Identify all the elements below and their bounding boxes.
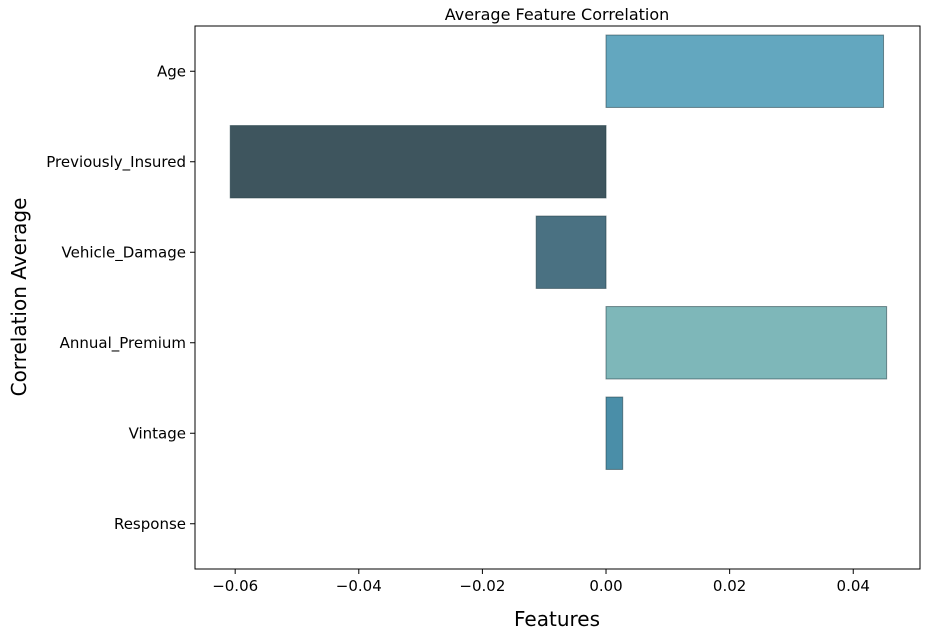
x-axis-title: Features [514, 607, 600, 631]
y-tick-label: Vehicle_Damage [62, 243, 186, 262]
x-tick-label: 0.04 [837, 577, 870, 595]
y-tick-label: Annual_Premium [60, 334, 186, 353]
x-tick-label: 0.02 [713, 577, 746, 595]
y-tick-label: Vintage [129, 424, 186, 442]
bar-age [605, 34, 885, 108]
x-axis: −0.06 −0.04 −0.02 0.00 0.02 0.04 [212, 569, 870, 595]
bar-previously-insured [229, 125, 607, 199]
y-axis: Age Previously_Insured Vehicle_Damage Annua… [46, 62, 195, 533]
y-tick-label: Response [114, 515, 186, 533]
y-tick-label: Age [157, 62, 186, 80]
chart-title: Average Feature Correlation [445, 5, 670, 24]
x-tick-label: −0.04 [336, 577, 382, 595]
y-tick-label: Previously_Insured [46, 153, 186, 172]
bar-annual-premium [605, 306, 888, 380]
x-tick-label: −0.06 [212, 577, 258, 595]
bars-group [229, 34, 888, 470]
x-tick-label: 0.00 [589, 577, 622, 595]
y-axis-title: Correlation Average [7, 198, 31, 397]
bar-vehicle-damage [535, 215, 607, 289]
plot-frame [194, 25, 921, 570]
bar-vintage [605, 396, 624, 470]
x-tick-label: −0.02 [459, 577, 505, 595]
